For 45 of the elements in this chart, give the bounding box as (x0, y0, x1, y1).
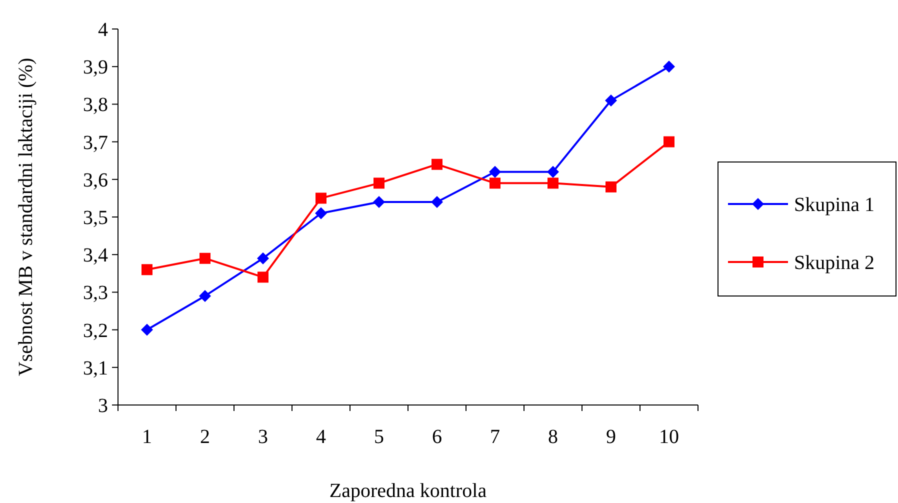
point (257, 252, 269, 264)
point (663, 60, 675, 73)
point (547, 166, 559, 178)
y-tick-label: 3,4 (83, 244, 108, 267)
x-tick-label: 5 (374, 426, 384, 448)
y-tick-label: 3,2 (83, 320, 108, 342)
point (373, 196, 385, 208)
point (315, 207, 327, 220)
x-tick-label: 7 (490, 426, 500, 448)
legend-label: Skupina 2 (794, 252, 875, 274)
legend-label: Skupina 1 (794, 194, 875, 216)
point (431, 196, 443, 208)
point (141, 324, 153, 336)
x-tick-label: 6 (432, 426, 442, 448)
point (316, 192, 326, 204)
x-tick-label: 3 (258, 426, 268, 448)
x-axis-title: Zaporedna kontrola (329, 480, 487, 502)
y-tick-label: 3,5 (83, 207, 108, 229)
point (200, 252, 210, 264)
x-tick-label: 10 (659, 426, 679, 448)
x-tick-label: 2 (200, 426, 210, 448)
x-tick-label: 8 (548, 426, 558, 448)
point (489, 166, 501, 178)
y-tick-label: 3,6 (83, 169, 108, 192)
point (548, 178, 558, 189)
point (258, 272, 268, 283)
y-tick-label: 3,1 (83, 357, 108, 380)
y-tick-label: 3,3 (83, 282, 108, 304)
x-tick-label: 1 (142, 426, 152, 448)
y-tick-label: 3,8 (83, 94, 108, 116)
y-tick-label: 3,7 (83, 132, 108, 154)
y-tick-label: 3 (98, 395, 108, 417)
point (605, 94, 617, 106)
point (374, 178, 384, 189)
point (664, 136, 674, 148)
point (199, 290, 211, 302)
y-axis-title: Vsebnost MB v standardni laktaciji (%) (15, 58, 37, 376)
y-tick-label: 4 (98, 19, 108, 41)
point (606, 181, 616, 192)
point (142, 264, 152, 276)
y-tick-label: 3,9 (83, 56, 108, 79)
point (490, 178, 500, 189)
x-tick-label: 4 (316, 426, 326, 448)
point (432, 158, 442, 170)
x-tick-label: 9 (606, 426, 616, 448)
